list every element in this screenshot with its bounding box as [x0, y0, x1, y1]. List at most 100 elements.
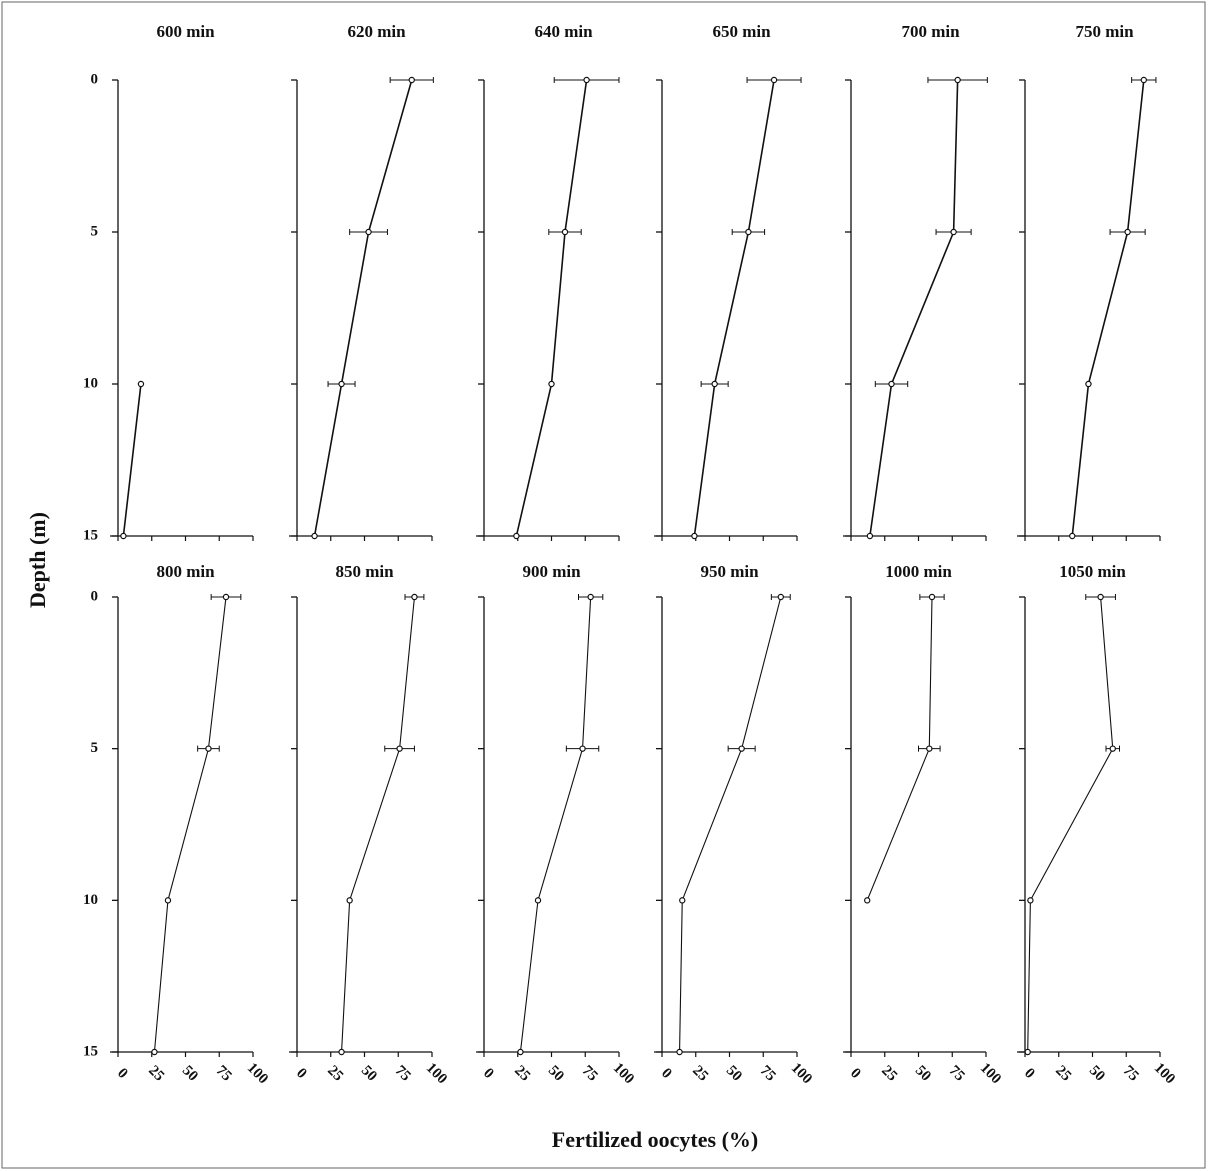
data-point — [1024, 1048, 1031, 1056]
data-point — [338, 380, 345, 388]
x-tick-label: 75 — [392, 1063, 414, 1085]
data-point — [745, 228, 752, 236]
x-tick-label: 100 — [977, 1060, 1004, 1087]
data-point — [151, 1048, 158, 1056]
data-point — [579, 745, 586, 752]
panel-title: 900 min — [522, 562, 581, 581]
y-tick-label: 0 — [91, 71, 99, 87]
panel-title: 1000 min — [885, 562, 952, 581]
x-tick-label: 100 — [788, 1060, 815, 1087]
data-point — [1097, 593, 1104, 601]
panel-title: 620 min — [347, 22, 406, 41]
data-point — [164, 897, 172, 904]
data-point — [534, 897, 542, 904]
data-point — [205, 745, 212, 752]
y-tick-label: 10 — [83, 892, 98, 908]
data-point — [679, 897, 686, 904]
data-point — [950, 228, 957, 236]
x-tick-label: 0 — [114, 1065, 131, 1082]
x-tick-label: 0 — [658, 1065, 675, 1082]
data-point — [365, 228, 372, 236]
data-point — [408, 76, 415, 84]
x-tick-label: 100 — [244, 1060, 271, 1087]
data-point — [311, 532, 318, 540]
data-line — [869, 79, 959, 537]
x-tick-label: 25 — [1052, 1063, 1074, 1085]
data-point — [1140, 76, 1148, 84]
x-tick-label: 50 — [545, 1063, 567, 1085]
data-line — [153, 596, 227, 1053]
panel-title: 640 min — [534, 22, 593, 41]
panel-title: 700 min — [901, 22, 960, 41]
x-tick-label: 50 — [1086, 1063, 1108, 1085]
y-tick-label: 0 — [91, 588, 99, 604]
x-tick-label: 75 — [213, 1063, 235, 1085]
x-tick-label: 25 — [689, 1063, 711, 1085]
x-tick-label: 50 — [179, 1063, 201, 1085]
data-point — [691, 532, 698, 540]
data-point — [1069, 532, 1076, 540]
data-point — [411, 593, 418, 601]
data-point — [1027, 897, 1034, 904]
y-axis-label: Depth (m) — [25, 512, 50, 608]
x-tick-label: 0 — [1021, 1065, 1038, 1082]
x-tick-label: 75 — [1120, 1063, 1142, 1085]
x-tick-label: 50 — [723, 1063, 745, 1085]
x-tick-label: 75 — [946, 1063, 968, 1085]
panel-title: 650 min — [712, 22, 771, 41]
x-tick-label: 0 — [480, 1065, 497, 1082]
x-tick-label: 25 — [324, 1063, 346, 1085]
data-line — [1071, 79, 1145, 537]
x-tick-label: 25 — [511, 1063, 533, 1085]
x-tick-label: 75 — [757, 1063, 779, 1085]
data-point — [928, 593, 936, 601]
x-tick-label: 25 — [145, 1063, 167, 1085]
data-point — [396, 745, 403, 752]
data-point — [1085, 380, 1092, 388]
y-tick-label: 5 — [91, 740, 99, 756]
data-point — [561, 228, 569, 236]
data-point — [770, 76, 778, 84]
x-tick-label: 100 — [423, 1060, 450, 1087]
x-tick-label: 0 — [847, 1065, 864, 1082]
data-line — [1027, 596, 1114, 1053]
data-line — [122, 383, 142, 537]
y-tick-label: 10 — [83, 375, 98, 391]
data-point — [888, 380, 895, 388]
data-line — [693, 79, 775, 537]
x-tick-label: 50 — [912, 1063, 934, 1085]
data-point — [738, 745, 745, 752]
data-line — [519, 596, 592, 1053]
data-point — [338, 1048, 345, 1056]
panel-title: 850 min — [335, 562, 394, 581]
data-point — [864, 897, 871, 904]
data-point — [222, 593, 230, 601]
data-point — [777, 593, 785, 601]
panel-title: 1050 min — [1059, 562, 1126, 581]
panel-title: 800 min — [156, 562, 215, 581]
data-point — [926, 745, 933, 752]
data-point — [954, 76, 961, 84]
data-point — [346, 897, 353, 904]
data-point — [120, 532, 127, 540]
x-tick-label: 75 — [579, 1063, 601, 1085]
data-point — [583, 76, 590, 84]
data-point — [866, 532, 874, 540]
x-tick-label: 0 — [293, 1065, 310, 1082]
x-tick-label: 50 — [358, 1063, 380, 1085]
data-point — [137, 380, 145, 388]
y-tick-label: 15 — [83, 1043, 98, 1059]
panel-title: 950 min — [700, 562, 759, 581]
data-line — [679, 596, 782, 1053]
data-point — [676, 1048, 683, 1056]
data-point — [513, 532, 520, 540]
panel-title: 600 min — [156, 22, 215, 41]
data-point — [517, 1048, 524, 1056]
x-tick-label: 100 — [610, 1060, 637, 1087]
data-line — [341, 596, 415, 1053]
y-tick-label: 15 — [83, 527, 98, 543]
panel-title: 750 min — [1075, 22, 1134, 41]
x-axis-label: Fertilized oocytes (%) — [552, 1127, 758, 1152]
